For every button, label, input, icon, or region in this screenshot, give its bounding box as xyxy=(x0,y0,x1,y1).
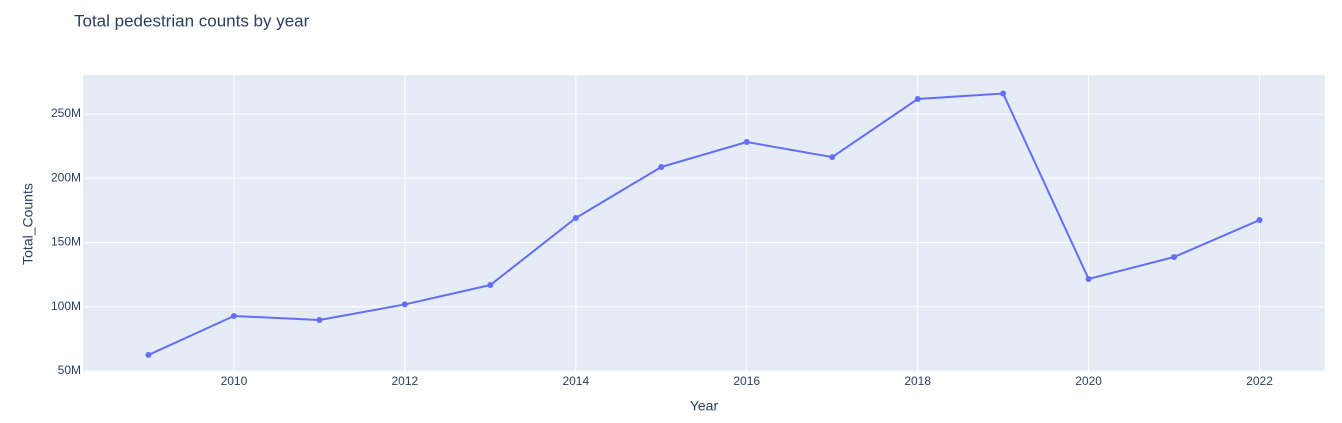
marker xyxy=(1000,90,1007,97)
x-tick-label: 2014 xyxy=(562,374,589,388)
line xyxy=(148,92,1260,356)
marker xyxy=(401,301,408,308)
marker xyxy=(1085,275,1092,282)
x-axis-title: Year xyxy=(690,398,719,414)
x-tick-label: 2016 xyxy=(733,374,760,388)
x-tick-label: 2018 xyxy=(904,374,931,388)
x-tick-label: 2012 xyxy=(392,374,419,388)
y-tick-label: 100M xyxy=(51,299,81,313)
x-tick-label: 2020 xyxy=(1075,374,1102,388)
y-tick-label: 200M xyxy=(51,170,81,184)
y-tick-label: 150M xyxy=(51,235,81,249)
y-tick-label: 50M xyxy=(58,363,81,377)
x-tick-label: 2010 xyxy=(221,374,248,388)
marker xyxy=(230,312,237,319)
y-tick-label: 250M xyxy=(51,106,81,120)
chart-title: Total pedestrian counts by year xyxy=(74,11,310,30)
marker xyxy=(572,214,579,221)
marker xyxy=(487,282,494,289)
marker xyxy=(1256,217,1263,224)
marker xyxy=(145,351,152,358)
marker xyxy=(658,163,665,170)
marker xyxy=(316,316,323,323)
marker xyxy=(914,96,921,103)
x-tick-label: 2022 xyxy=(1246,374,1273,388)
plot-area xyxy=(83,75,1325,372)
marker xyxy=(829,154,836,161)
y-axis-title: Total_Counts xyxy=(20,183,36,265)
marker xyxy=(1171,254,1178,261)
marker xyxy=(743,139,750,146)
